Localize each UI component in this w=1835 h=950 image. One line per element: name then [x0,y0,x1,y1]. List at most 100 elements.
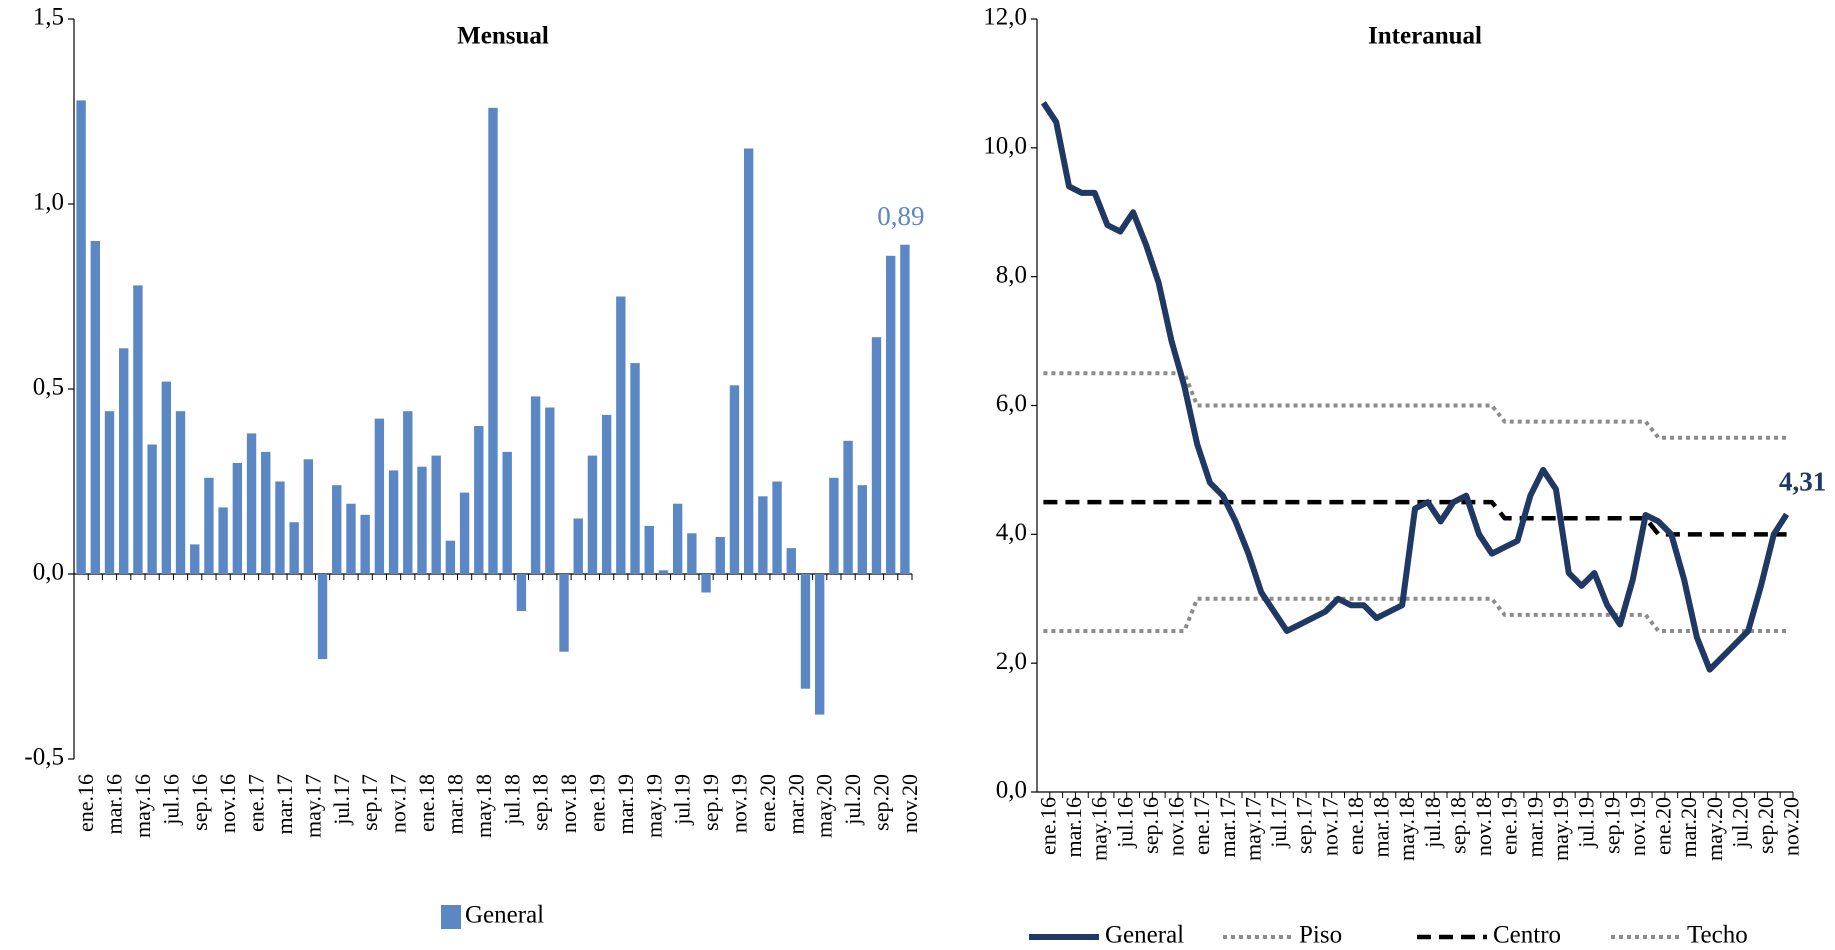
x-tick-label: mar.16 [1061,797,1086,858]
bar [76,100,86,575]
bar [374,418,385,574]
bar [687,533,697,574]
x-tick-label: mar.17 [272,774,297,835]
chart-title: Interanual [1368,23,1482,50]
bar [843,440,853,574]
x-tick-label: jul.20 [840,774,865,826]
x-tick-label: nov.17 [386,774,411,833]
bar [431,455,441,574]
x-tick-label: jul.17 [1266,797,1291,849]
bar [701,574,711,593]
bar [133,285,143,574]
x-tick-label: ene.17 [1189,797,1214,855]
x-tick-label: ene.19 [584,774,609,832]
bar [530,396,541,574]
x-tick-label: ene.16 [73,774,98,832]
x-tick-label: sep.16 [1138,797,1163,854]
bar [417,466,427,574]
bar [644,525,654,574]
bar [545,407,555,574]
bar [758,496,768,574]
y-tick-label: 0,0 [33,559,64,586]
bar [190,544,200,574]
bar [772,481,782,574]
bar [573,518,583,574]
bar [175,411,186,574]
bar [829,477,839,574]
bar [488,107,498,575]
x-tick-label: ene.18 [414,774,439,832]
bar [900,244,910,574]
x-tick-label: sep.20 [1753,797,1778,854]
x-tick-label: mar.19 [613,774,638,835]
legend-label: Centro [1493,922,1561,949]
x-tick-label: jul.20 [1727,797,1752,849]
bar [232,463,243,574]
x-tick-label: jul.19 [670,774,695,826]
x-tick-label: mar.19 [1522,797,1547,858]
x-tick-label: sep.20 [869,774,894,831]
x-tick-label: nov.19 [1625,797,1650,856]
legend-label: General [465,902,544,929]
bar [332,485,342,574]
bar [516,574,527,611]
bar [616,296,626,574]
x-tick-label: sep.19 [698,774,723,831]
bar [474,426,484,574]
bar [388,470,399,574]
x-tick-label: nov.16 [1164,797,1189,856]
bar [261,451,271,574]
bar [346,503,356,574]
bar [729,385,740,574]
bar [275,481,285,574]
bar [459,492,470,574]
legend-label: Techo [1687,922,1748,949]
bar [800,574,811,689]
chart-title: Mensual [457,23,549,50]
y-tick-label: 2,0 [996,648,1027,675]
x-tick-label: nov.19 [727,774,752,833]
bar [161,381,172,574]
x-tick-label: may.17 [1240,797,1265,861]
x-tick-label: jul.17 [329,774,354,826]
x-tick-label: jul.16 [1112,797,1137,849]
x-tick-label: sep.19 [1599,797,1624,854]
value-label: 4,31 [1779,467,1826,497]
x-tick-label: ene.16 [1035,797,1060,855]
bar [658,570,669,574]
bar [317,574,328,660]
bar [587,455,598,574]
x-tick-label: nov.18 [1471,797,1496,856]
bar [289,522,299,574]
bar [630,363,640,574]
x-tick-label: nov.20 [897,774,922,833]
y-tick-label: 1,0 [33,189,64,216]
x-tick-label: mar.18 [442,774,467,835]
bar [715,537,725,574]
x-tick-label: nov.17 [1317,797,1342,856]
x-tick-label: nov.20 [1779,797,1804,856]
x-tick-label: nov.16 [215,774,240,833]
x-tick-label: jul.18 [1420,797,1445,849]
x-tick-label: ene.19 [1497,797,1522,855]
x-tick-label: sep.16 [187,774,212,831]
x-tick-label: mar.20 [783,774,808,835]
x-tick-label: mar.17 [1215,797,1240,858]
x-tick-label: may.18 [1394,797,1419,861]
x-tick-label: may.19 [641,774,666,838]
x-tick-label: ene.20 [1651,797,1676,855]
x-tick-label: may.17 [300,774,325,838]
legend-label: Piso [1299,922,1342,949]
bar [403,411,413,574]
x-tick-label: may.18 [471,774,496,838]
bar [871,337,882,574]
bar [786,548,796,574]
y-tick-label: 0,5 [33,374,64,401]
line-series [1043,371,1787,440]
x-tick-label: ene.20 [755,774,780,832]
y-tick-label: 6,0 [996,390,1027,417]
x-tick-label: mar.20 [1676,797,1701,858]
bar [672,503,683,574]
y-tick-label: 4,0 [996,519,1027,546]
